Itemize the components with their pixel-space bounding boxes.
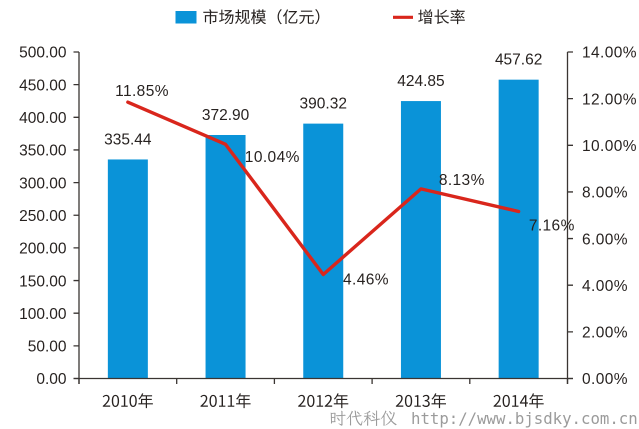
growth-point-label: 4.46% — [343, 272, 389, 289]
left-axis-tick-label: 150.00 — [19, 273, 67, 290]
bar-2012 — [303, 123, 344, 379]
x-axis-category-label — [395, 393, 446, 409]
left-axis-tick-label: 0.00 — [36, 371, 67, 388]
growth-point-label: 11.85% — [115, 83, 169, 100]
x-axis-category-label — [493, 393, 544, 409]
left-axis-tick-label: 500.00 — [19, 45, 67, 62]
x-axis-category-label-text: 2012年 — [297, 393, 349, 411]
left-axis-tick-label: 50.00 — [28, 339, 67, 356]
bar-2014 — [498, 79, 539, 379]
x-axis-category-label-text: 2010年 — [102, 393, 154, 411]
right-axis-tick-label: 14.00% — [582, 45, 637, 62]
left-axis-tick-label: 250.00 — [19, 208, 67, 225]
bar-value-label: 457.62 — [495, 51, 542, 68]
left-axis-tick-label: 100.00 — [19, 306, 67, 323]
right-axis-tick-label: 10.00% — [582, 138, 637, 155]
watermark-url-text: http://www.bjsdky.com.cn — [411, 409, 638, 428]
right-axis-tick-label: 8.00% — [582, 185, 628, 202]
right-axis-tick-label: 12.00% — [582, 91, 637, 108]
growth-point-label: 8.13% — [439, 172, 485, 189]
left-axis — [73, 51, 80, 384]
bar-value-label: 424.85 — [397, 73, 444, 90]
legend — [175, 9, 465, 25]
legend-swatch-market-size — [175, 11, 197, 24]
watermark-cjk-text: 时代科仪 — [329, 409, 397, 428]
growth-point-label: 7.16% — [529, 218, 575, 235]
legend-label-growth-rate — [418, 9, 465, 25]
left-axis-tick-label: 200.00 — [19, 241, 67, 258]
growth-rate-line — [126, 100, 521, 277]
right-axis-tick-label: 2.00% — [582, 325, 628, 342]
bar-value-label: 390.32 — [300, 95, 347, 112]
left-axis-tick-label: 400.00 — [19, 110, 67, 127]
left-axis-tick-label: 450.00 — [19, 77, 67, 94]
x-axis-category-label — [298, 393, 349, 409]
bar-2010 — [107, 159, 148, 379]
legend-label-market-size — [203, 9, 320, 25]
x-axis-category-label-text: 2013年 — [395, 393, 447, 411]
bar-value-label: 372.90 — [202, 107, 250, 124]
bar-2011 — [205, 135, 246, 379]
growth-point-label: 10.04% — [245, 149, 300, 166]
bar-value-label: 335.44 — [104, 131, 152, 148]
x-axis — [73, 377, 573, 384]
right-axis-tick-label: 0.00% — [582, 371, 628, 388]
x-axis-category-label — [102, 393, 153, 409]
right-axis-tick-label: 4.00% — [582, 278, 628, 295]
watermark — [330, 410, 397, 426]
x-axis-category-label — [200, 393, 251, 409]
right-axis-tick-label: 6.00% — [582, 231, 628, 248]
x-axis-category-label-text: 2011年 — [200, 393, 250, 411]
x-axis-category-label-text: 2014年 — [493, 393, 545, 411]
left-axis-tick-label: 300.00 — [19, 175, 67, 192]
watermark-cjk — [330, 410, 397, 426]
bar-2013 — [400, 101, 441, 379]
left-axis-tick-label: 350.00 — [19, 143, 67, 160]
